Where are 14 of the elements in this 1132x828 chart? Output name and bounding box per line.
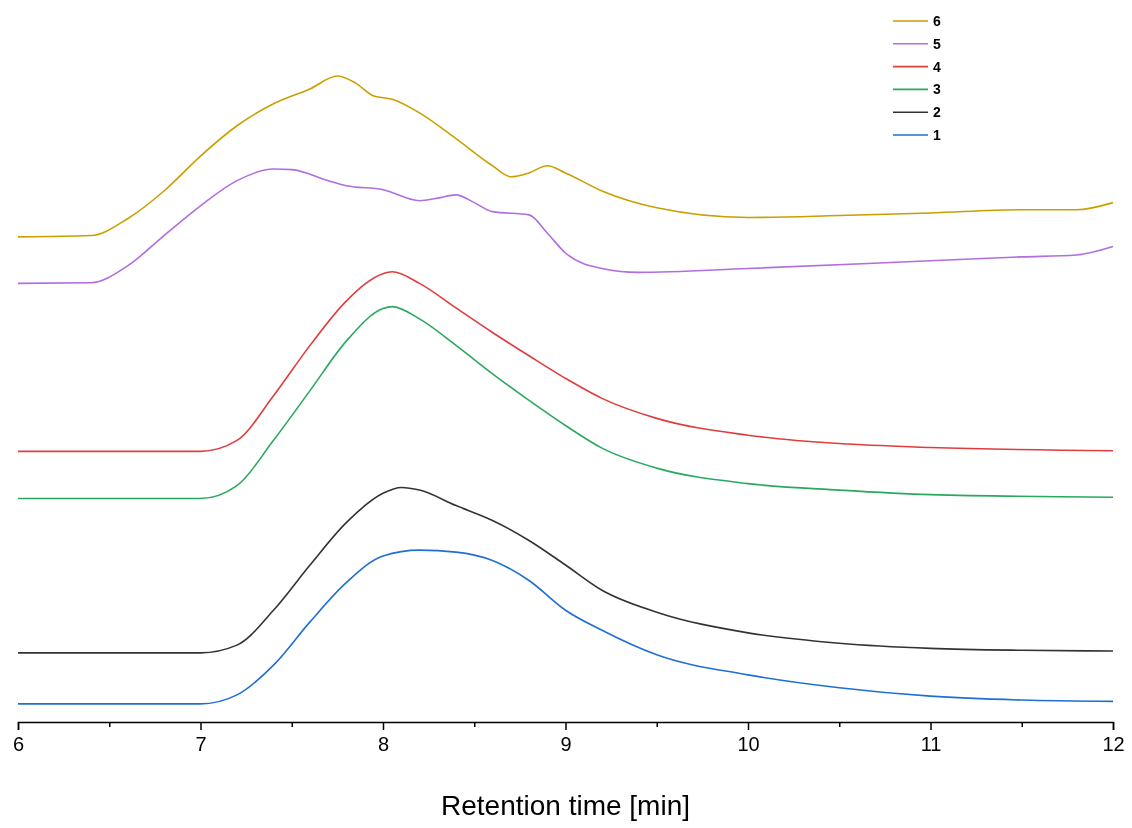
x-tick-label: 7 (195, 733, 207, 755)
x-axis-title: Retention time [min] (441, 790, 690, 821)
legend-label: 3 (933, 81, 941, 98)
legend-label: 2 (933, 104, 941, 121)
x-tick-label: 8 (377, 733, 390, 755)
legend-label: 4 (933, 58, 941, 75)
legend-label: 5 (933, 35, 941, 52)
x-tick-label: 9 (560, 733, 572, 755)
legend-label: 1 (933, 126, 941, 143)
x-tick-label: 10 (737, 733, 760, 755)
legend-label: 6 (933, 12, 941, 29)
x-tick-label: 6 (12, 733, 25, 755)
x-tick-label: 12 (1102, 733, 1125, 755)
x-tick-label: 11 (920, 733, 942, 755)
